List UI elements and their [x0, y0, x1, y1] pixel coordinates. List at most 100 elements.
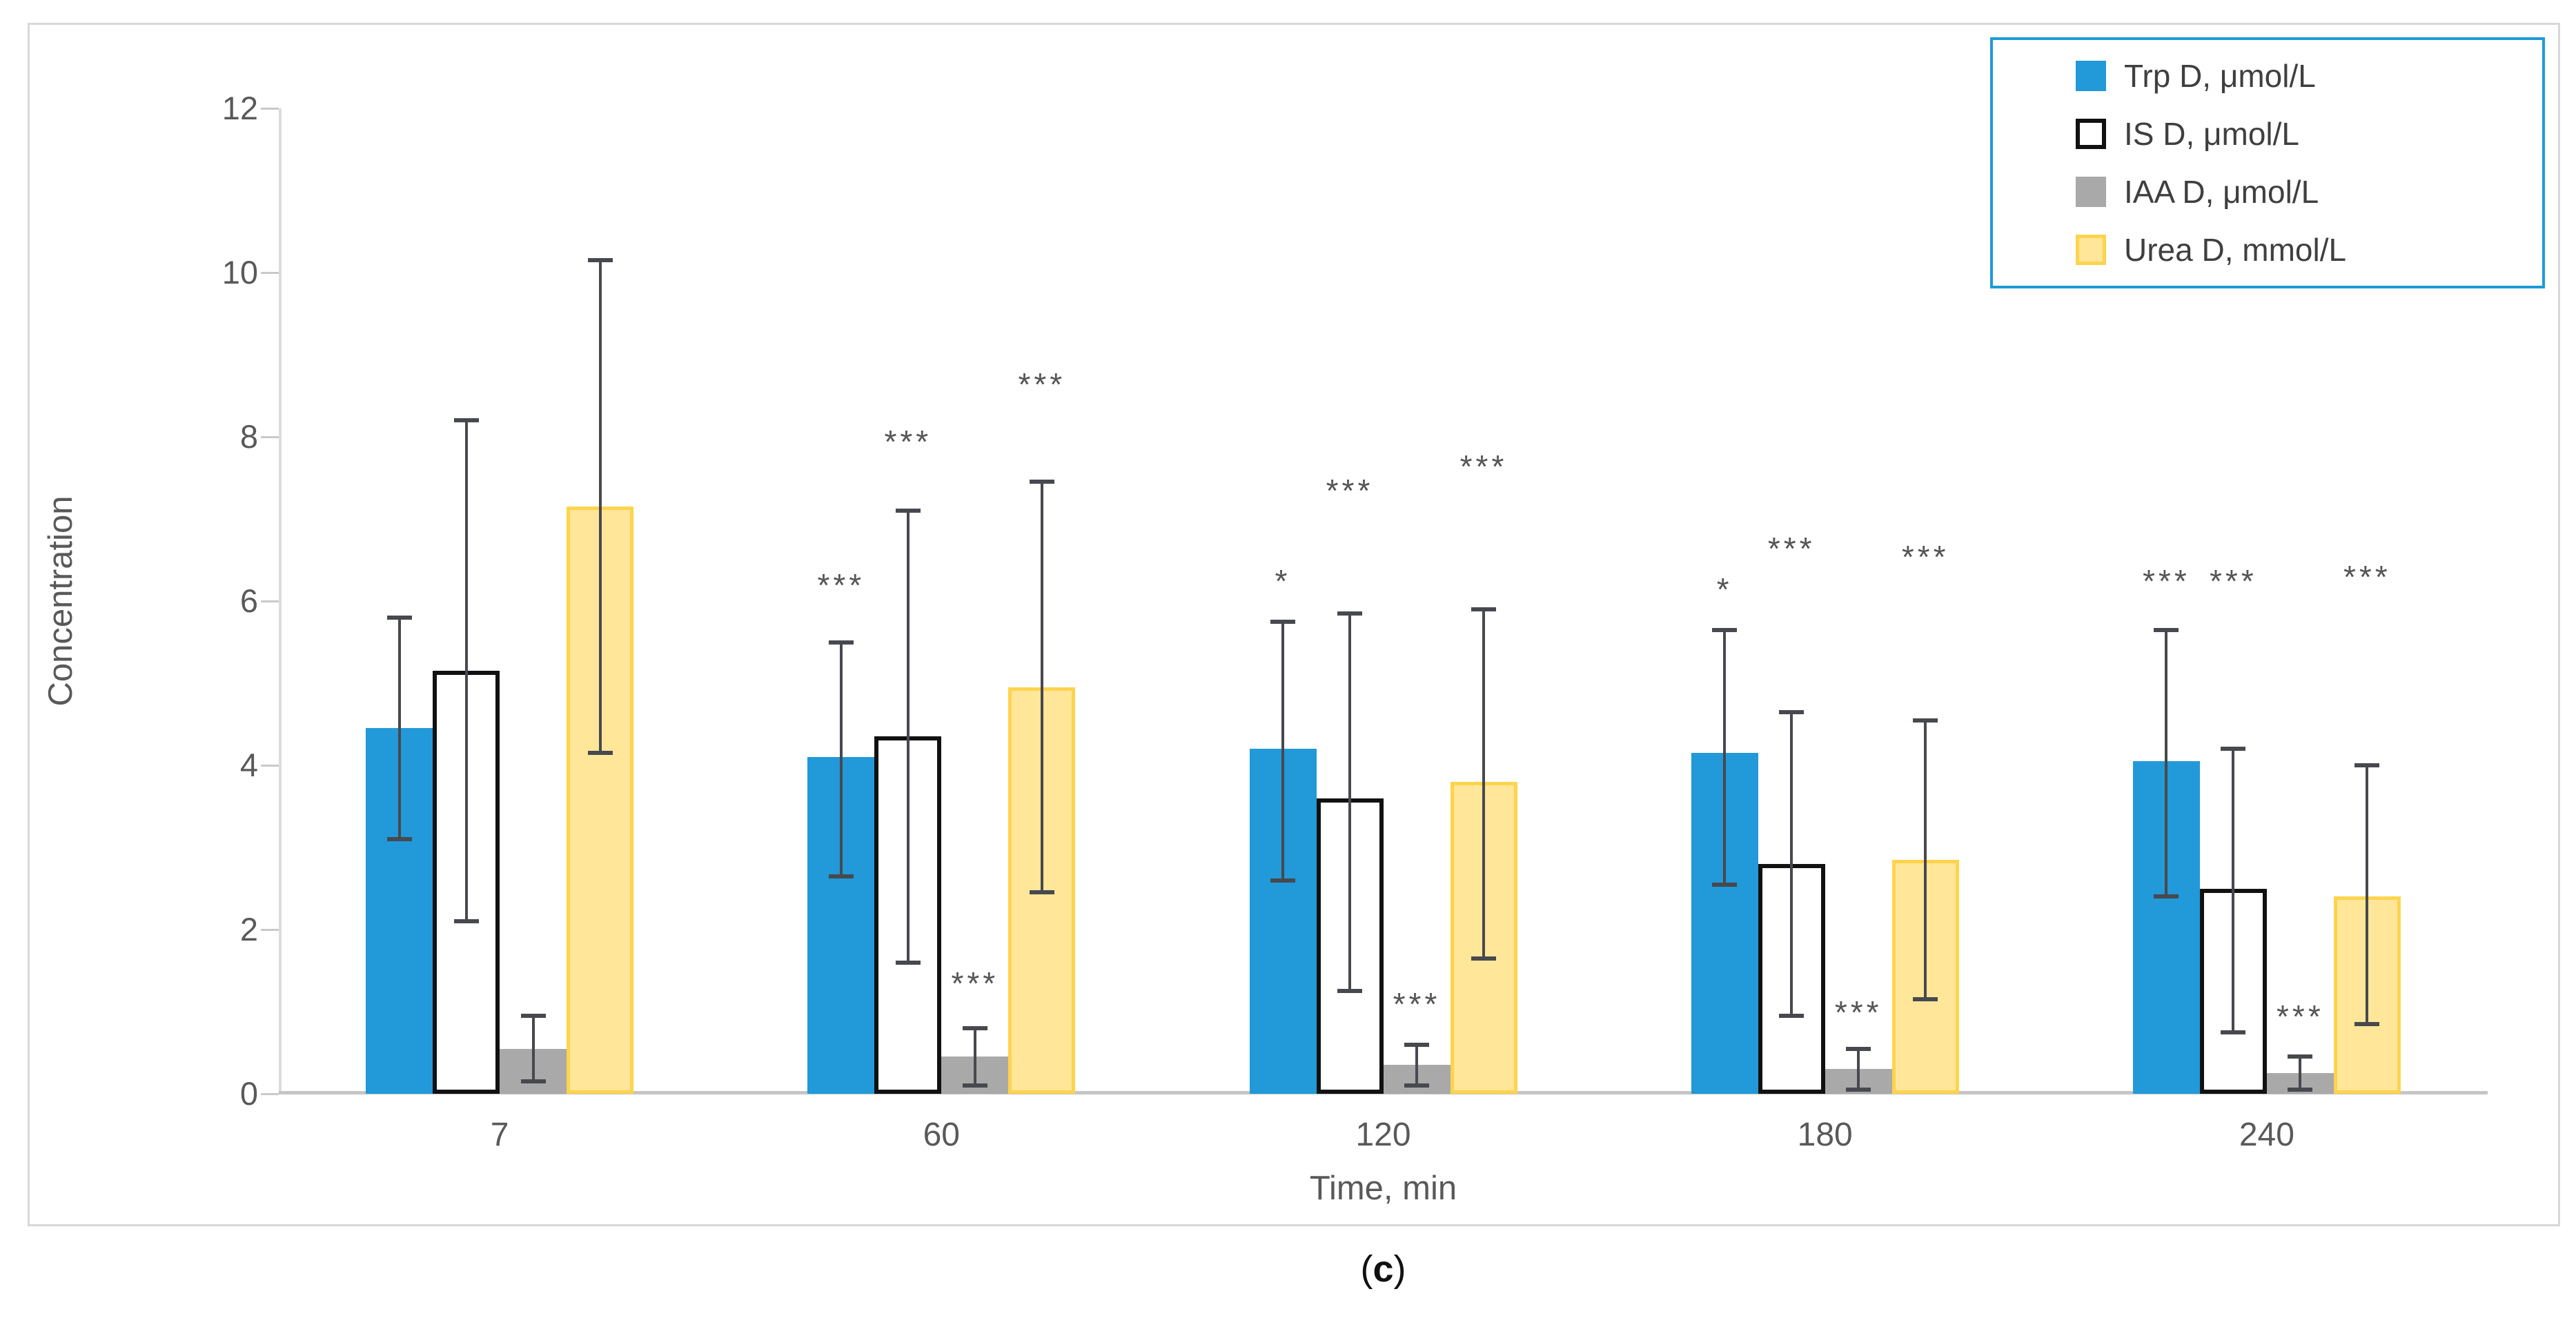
error-bar-cap-bottom: [1337, 989, 1362, 994]
significance-marker: ***: [2343, 559, 2391, 596]
x-tick-label-7: 7: [490, 1117, 509, 1153]
error-bar-line: [598, 260, 602, 754]
significance-marker: ***: [1393, 986, 1441, 1023]
error-bar-cap-top: [828, 640, 854, 645]
caption-open-paren: (: [1360, 1248, 1373, 1290]
x-tick-label-240: 240: [2239, 1117, 2294, 1153]
error-bar-line: [973, 1028, 976, 1086]
significance-marker: ***: [951, 965, 999, 1002]
significance-marker: ***: [2210, 563, 2257, 600]
error-bar-cap-top: [2288, 1054, 2313, 1059]
error-bar-cap-bottom: [2288, 1088, 2313, 1092]
error-bar-cap-bottom: [386, 837, 412, 842]
error-bar-cap-top: [453, 418, 479, 423]
legend-item-is: IS D, μmol/L: [2076, 106, 2542, 161]
significance-marker: ***: [1834, 994, 1882, 1030]
error-bar-cap-bottom: [2354, 1021, 2380, 1026]
x-tick-label-120: 120: [1355, 1117, 1411, 1153]
error-bar-line: [1857, 1048, 1860, 1090]
error-bar-line: [2299, 1057, 2302, 1090]
error-bar-line: [2165, 629, 2168, 897]
error-bar-cap-bottom: [962, 1083, 987, 1088]
error-bar-cap-top: [2221, 747, 2246, 752]
error-bar-cap-top: [1846, 1046, 1871, 1051]
error-bar-line: [839, 642, 843, 876]
legend-item-trp: Trp D, μmol/L: [2076, 48, 2542, 104]
error-bar-cap-bottom: [520, 1079, 546, 1084]
y-tick-label-4: 4: [239, 747, 258, 783]
y-tick-mark: [261, 108, 279, 110]
error-bar-cap-bottom: [587, 751, 613, 756]
y-axis-title-text: Concentration: [42, 495, 79, 707]
significance-marker: ***: [884, 423, 932, 460]
significance-marker: ***: [1459, 448, 1508, 484]
significance-marker: ***: [817, 567, 865, 604]
error-bar-cap-top: [1913, 718, 1938, 723]
error-bar-cap-bottom: [1029, 890, 1054, 895]
significance-marker: ***: [1018, 366, 1066, 402]
caption-close-paren: ): [1393, 1248, 1406, 1290]
y-tick-mark: [261, 272, 279, 274]
error-bar-cap-bottom: [1846, 1088, 1871, 1092]
significance-marker: *: [1716, 571, 1733, 608]
y-tick-label-0: 0: [239, 1075, 258, 1112]
legend-swatch-trp-icon: [2076, 61, 2106, 91]
legend-swatch-iaa-icon: [2076, 177, 2106, 207]
legend-label-iaa: IAA D, μmol/L: [2124, 174, 2319, 210]
error-bar-cap-top: [1270, 619, 1295, 624]
y-tick-label-12: 12: [222, 90, 258, 126]
legend-swatch-urea-icon: [2076, 235, 2106, 265]
y-tick-label-8: 8: [239, 418, 258, 455]
error-bar-cap-top: [386, 615, 412, 620]
error-bar-cap-top: [1712, 627, 1738, 632]
legend: Trp D, μmol/L IS D, μmol/L IAA D, μmol/L…: [1990, 37, 2545, 288]
error-bar-line: [1723, 629, 1727, 885]
legend-item-urea: Urea D, mmol/L: [2076, 222, 2542, 277]
error-bar-cap-top: [895, 509, 921, 513]
error-bar-cap-bottom: [453, 919, 479, 924]
x-axis-title: Time, min: [1309, 1170, 1457, 1207]
y-tick-label-10: 10: [222, 254, 258, 291]
error-bar-line: [1281, 621, 1284, 881]
error-bar-line: [1482, 609, 1485, 959]
x-tick-label-60: 60: [923, 1117, 960, 1153]
error-bar-cap-top: [962, 1025, 987, 1030]
legend-label-is: IS D, μmol/L: [2124, 116, 2300, 152]
error-bar-cap-bottom: [828, 874, 854, 878]
significance-marker: ***: [2143, 563, 2190, 600]
error-bar-line: [1924, 720, 1927, 1000]
y-tick-mark: [261, 600, 279, 602]
error-bar-line: [464, 420, 468, 922]
error-bar-line: [531, 1015, 535, 1082]
legend-swatch-is-icon: [2076, 119, 2106, 149]
error-bar-cap-top: [1337, 611, 1362, 616]
legend-label-urea: Urea D, mmol/L: [2124, 232, 2347, 268]
error-bar-cap-bottom: [1712, 882, 1738, 887]
error-bar-cap-top: [1779, 709, 1805, 714]
error-bar-cap-bottom: [1404, 1083, 1429, 1088]
significance-marker: ***: [2277, 998, 2324, 1034]
error-bar-cap-bottom: [1779, 1013, 1805, 1018]
y-tick-label-2: 2: [239, 911, 258, 947]
error-bar-cap-top: [1029, 480, 1054, 484]
error-bar-line: [1348, 613, 1351, 992]
error-bar-line: [2366, 765, 2369, 1024]
error-bar-line: [2232, 749, 2235, 1032]
legend-item-iaa: IAA D, μmol/L: [2076, 164, 2542, 219]
error-bar-cap-top: [2354, 763, 2380, 767]
y-axis-line: [279, 108, 282, 1094]
error-bar-cap-bottom: [1270, 878, 1295, 883]
error-bar-line: [397, 617, 401, 840]
significance-marker: *: [1275, 563, 1291, 600]
error-bar-cap-bottom: [2154, 894, 2179, 899]
x-tick-label-180: 180: [1797, 1117, 1853, 1153]
error-bar-cap-bottom: [2221, 1030, 2246, 1034]
error-bar-cap-top: [2154, 627, 2179, 632]
y-tick-mark: [261, 929, 279, 931]
significance-marker: ***: [1901, 538, 1949, 575]
significance-marker: ***: [1326, 473, 1374, 509]
error-bar-cap-top: [587, 258, 613, 263]
error-bar-line: [906, 511, 910, 963]
y-tick-mark: [261, 765, 279, 767]
